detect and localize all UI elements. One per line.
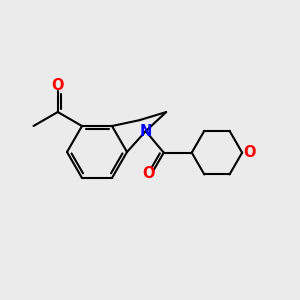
Text: O: O [142, 166, 155, 181]
Text: O: O [243, 145, 255, 160]
Text: N: N [140, 124, 152, 139]
Text: O: O [52, 77, 64, 92]
